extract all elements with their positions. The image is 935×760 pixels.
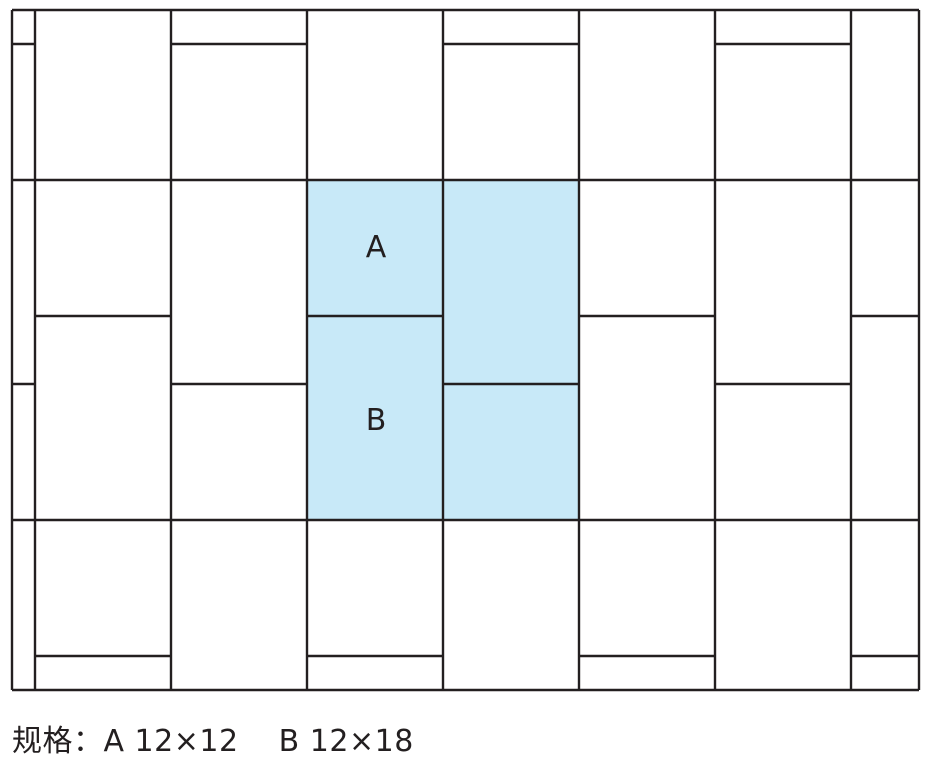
- highlighted-tile: [307, 180, 443, 520]
- spec-caption: 规格：A 12×12 B 12×18: [12, 724, 414, 759]
- tile-label-b: B: [366, 403, 387, 438]
- tile-label-a: A: [366, 230, 387, 265]
- highlighted-tile: [443, 180, 579, 520]
- tile-layout-diagram: A B: [10, 8, 921, 692]
